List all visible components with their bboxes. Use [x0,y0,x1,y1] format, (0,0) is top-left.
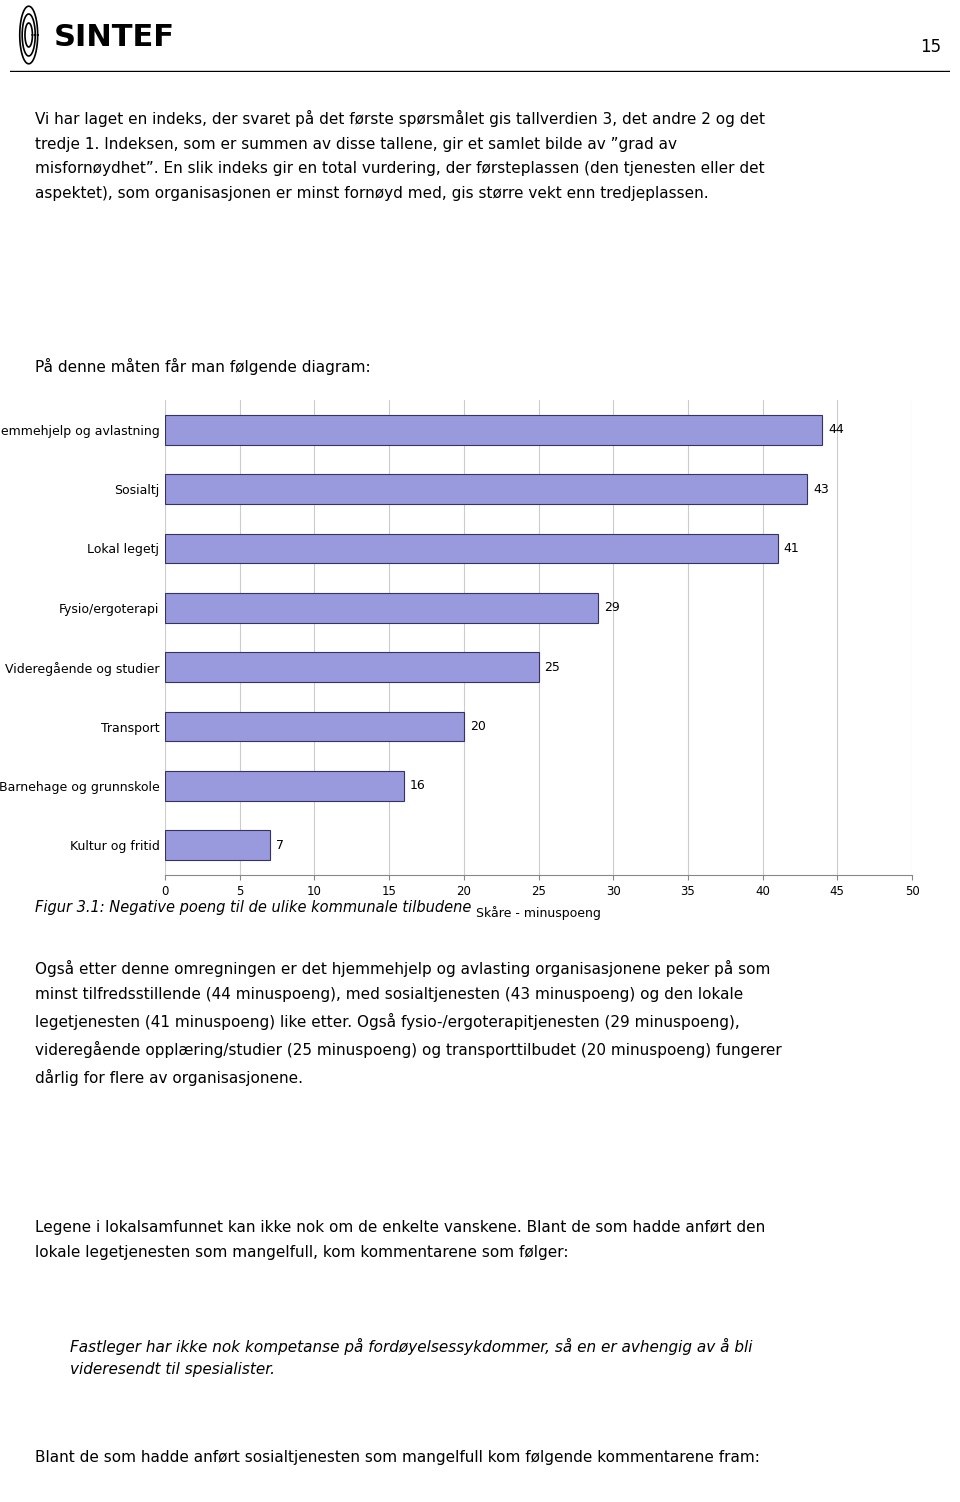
Text: 43: 43 [813,482,829,496]
Text: 25: 25 [544,661,561,674]
Text: Også etter denne omregningen er det hjemmehjelp og avlasting organisasjonene pek: Også etter denne omregningen er det hjem… [35,960,781,1086]
Bar [165,771,404,801]
Text: Blant de som hadde anført sosialtjenesten som mangelfull kom følgende kommentare: Blant de som hadde anført sosialtjeneste… [35,1449,760,1464]
Text: SINTEF: SINTEF [54,24,175,53]
Bar [165,533,778,563]
Text: 16: 16 [410,780,426,793]
Text: Vi har laget en indeks, der svaret på det første spørsmålet gis tallverdien 3, d: Vi har laget en indeks, der svaret på de… [35,110,765,201]
Text: Figur 3.1: Negative poeng til de ulike kommunale tilbudene: Figur 3.1: Negative poeng til de ulike k… [35,900,471,915]
Text: 20: 20 [469,719,486,733]
Bar [165,712,464,742]
X-axis label: Skåre - minuspoeng: Skåre - minuspoeng [476,906,601,921]
Bar [165,415,823,445]
Text: På denne måten får man følgende diagram:: På denne måten får man følgende diagram: [35,357,371,376]
Text: 44: 44 [828,424,844,436]
Text: 41: 41 [783,542,800,554]
Bar [165,652,539,682]
Text: 15: 15 [920,38,941,56]
Text: 7: 7 [276,838,283,852]
Text: Legene i lokalsamfunnet kan ikke nok om de enkelte vanskene. Blant de som hadde : Legene i lokalsamfunnet kan ikke nok om … [35,1220,765,1260]
Text: 29: 29 [604,601,620,614]
Bar [165,593,598,623]
Bar [165,475,807,503]
Bar [165,831,270,861]
Text: Fastleger har ikke nok kompetanse på fordøyelsessykdommer, så en er avhengig av : Fastleger har ikke nok kompetanse på for… [70,1338,753,1377]
